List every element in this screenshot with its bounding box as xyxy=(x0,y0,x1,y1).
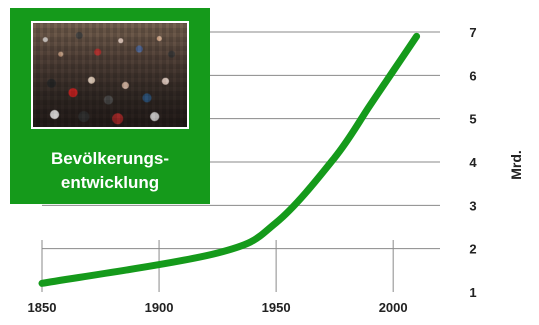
panel-title: Bevölkerungs- entwicklung xyxy=(10,147,210,195)
y-tick-label: 4 xyxy=(469,155,477,170)
y-tick-label: 2 xyxy=(469,242,476,257)
x-tick-label: 1850 xyxy=(28,300,57,315)
panel-title-line-1: Bevölkerungs- xyxy=(50,149,170,168)
panel-title-line-2: entwicklung xyxy=(60,173,160,192)
crowd-photo xyxy=(31,21,189,129)
x-tick-label: 2000 xyxy=(379,300,408,315)
y-tick-label: 3 xyxy=(469,198,476,213)
y-tick-label: 5 xyxy=(469,112,476,127)
x-tick-label: 1900 xyxy=(145,300,174,315)
x-tick-label: 1950 xyxy=(262,300,291,315)
x-axis-ticks: 1850 1900 1950 2000 xyxy=(28,240,408,315)
title-panel: Bevölkerungs- entwicklung xyxy=(10,8,210,204)
series-line xyxy=(38,32,421,287)
y-tick-label: 6 xyxy=(469,68,476,83)
y-tick-label: 1 xyxy=(469,285,476,300)
y-axis-unit-label: Mrd. xyxy=(508,150,524,180)
y-tick-label: 7 xyxy=(469,25,476,40)
y-axis-ticks: 1 2 3 4 5 6 7 xyxy=(469,25,477,300)
